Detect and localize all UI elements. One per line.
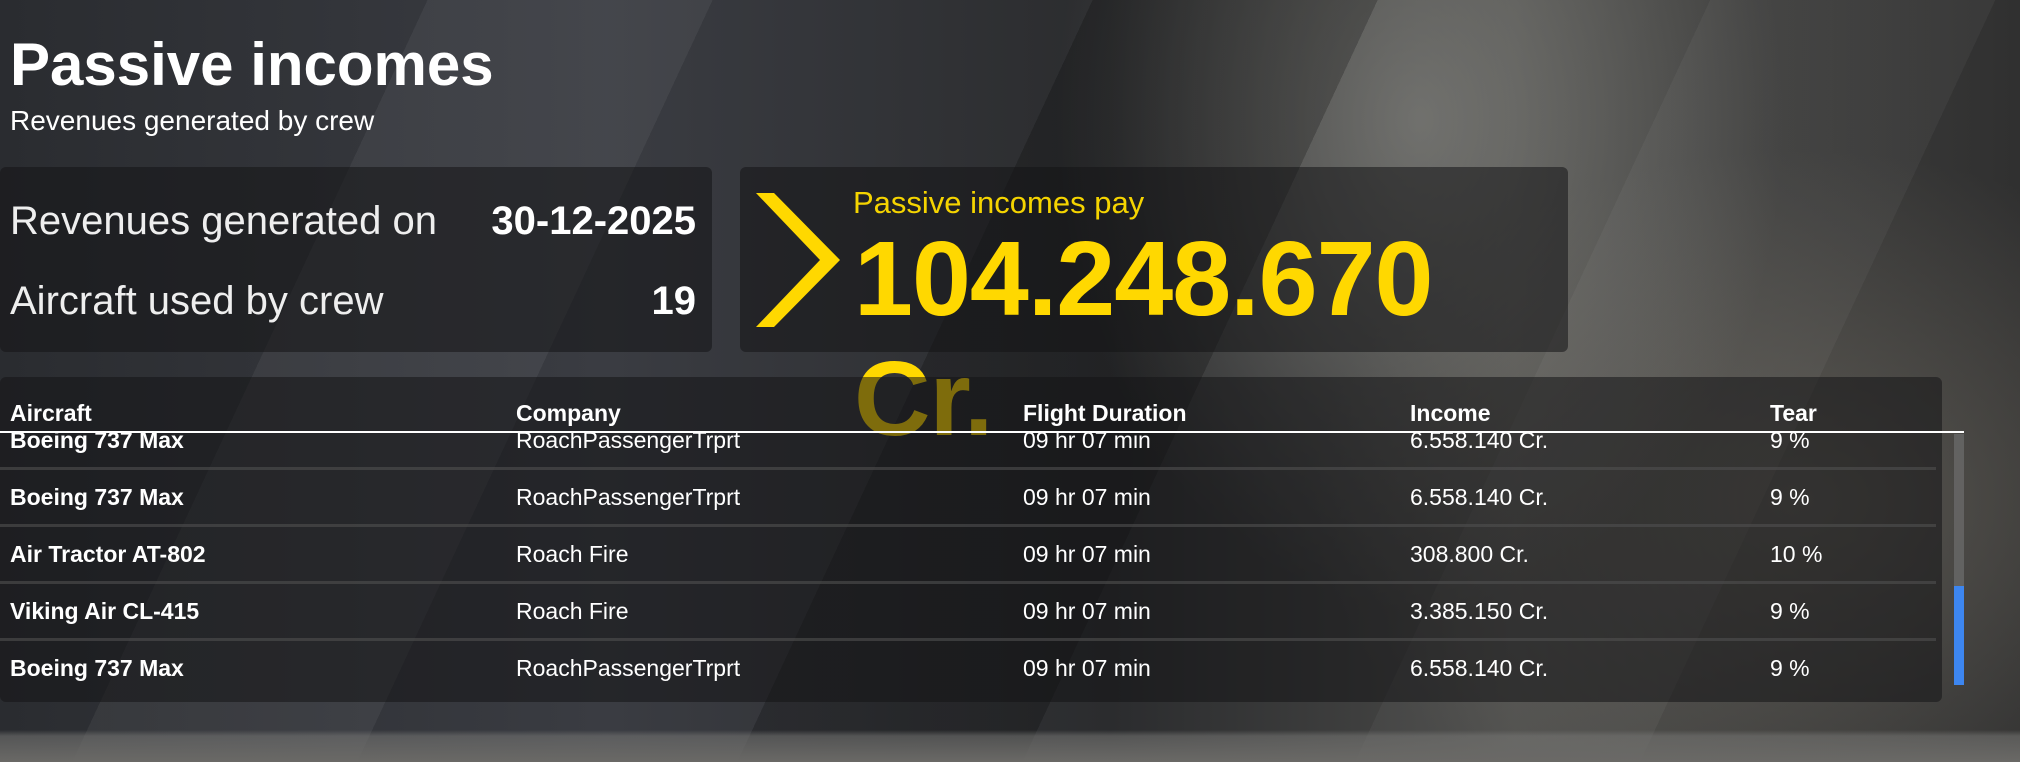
scrollbar-thumb[interactable]	[1954, 586, 1964, 685]
pay-panel: Passive incomes pay 104.248.670 Cr.	[740, 167, 1568, 458]
income-table: Aircraft Company Flight Duration Income …	[0, 377, 1964, 702]
cell-aircraft: Boeing 737 Max	[10, 655, 184, 681]
cell-aircraft: Air Tractor AT-802	[10, 541, 206, 567]
cell-company: RoachPassengerTrprt	[516, 655, 741, 681]
cell-aircraft: Boeing 737 Max	[10, 432, 184, 453]
chevron-right-icon	[756, 193, 840, 327]
aircraft-count-value: 19	[651, 279, 697, 323]
cell-tear: 10 %	[1770, 541, 1823, 567]
cell-company: Roach Fire	[516, 541, 629, 567]
column-header-aircraft: Aircraft	[10, 400, 92, 426]
date-label: Revenues generated on	[10, 199, 437, 243]
cell-flight-duration: 09 hr 07 min	[1023, 598, 1151, 624]
cell-income: 6.558.140 Cr.	[1410, 655, 1549, 681]
page-title: Passive incomes	[10, 31, 494, 98]
table-row[interactable]: Viking Air CL-415 Roach Fire 09 hr 07 min 3…	[0, 584, 1936, 641]
table-row[interactable]: Air Tractor AT-802 Roach Fire 09 hr 07 min…	[0, 527, 1936, 584]
header-divider	[0, 431, 1964, 433]
table-body[interactable]: Boeing 737 Max RoachPassengerTrprt 09 hr 0…	[0, 432, 1940, 694]
cell-company: RoachPassengerTrprt	[516, 432, 741, 453]
cell-income: 6.558.140 Cr.	[1410, 484, 1549, 510]
table-row[interactable]: Boeing 737 Max RoachPassengerTrprt 09 hr 0…	[0, 432, 1936, 470]
column-header-tear: Tear	[1770, 400, 1817, 426]
table-row[interactable]: Boeing 737 Max RoachPassengerTrprt 09 hr 0…	[0, 641, 1936, 694]
cell-flight-duration: 09 hr 07 min	[1023, 432, 1151, 453]
aircraft-count-label: Aircraft used by crew	[10, 279, 384, 323]
cell-flight-duration: 09 hr 07 min	[1023, 541, 1151, 567]
column-header-income: Income	[1410, 400, 1491, 426]
cell-tear: 9 %	[1770, 432, 1810, 453]
column-header-company: Company	[516, 400, 621, 426]
cell-income: 6.558.140 Cr.	[1410, 432, 1549, 453]
cell-tear: 9 %	[1770, 598, 1810, 624]
table-row[interactable]: Boeing 737 Max RoachPassengerTrprt 09 hr 0…	[0, 470, 1936, 527]
cell-income: 308.800 Cr.	[1410, 541, 1529, 567]
cell-company: RoachPassengerTrprt	[516, 484, 741, 510]
scrollbar-track[interactable]	[1954, 434, 1964, 685]
cell-company: Roach Fire	[516, 598, 629, 624]
cell-flight-duration: 09 hr 07 min	[1023, 655, 1151, 681]
cell-tear: 9 %	[1770, 655, 1810, 681]
cell-flight-duration: 09 hr 07 min	[1023, 484, 1151, 510]
cell-income: 3.385.150 Cr.	[1410, 598, 1549, 624]
cell-tear: 9 %	[1770, 484, 1810, 510]
cell-aircraft: Viking Air CL-415	[10, 598, 200, 624]
summary-panel: Revenues generated on 30-12-2025 Aircraf…	[0, 167, 712, 352]
cell-aircraft: Boeing 737 Max	[10, 484, 184, 510]
pay-label: Passive incomes pay	[853, 185, 1145, 220]
date-value: 30-12-2025	[491, 199, 696, 243]
column-header-flight-duration: Flight Duration	[1023, 400, 1187, 426]
page-subtitle: Revenues generated by crew	[10, 105, 375, 136]
